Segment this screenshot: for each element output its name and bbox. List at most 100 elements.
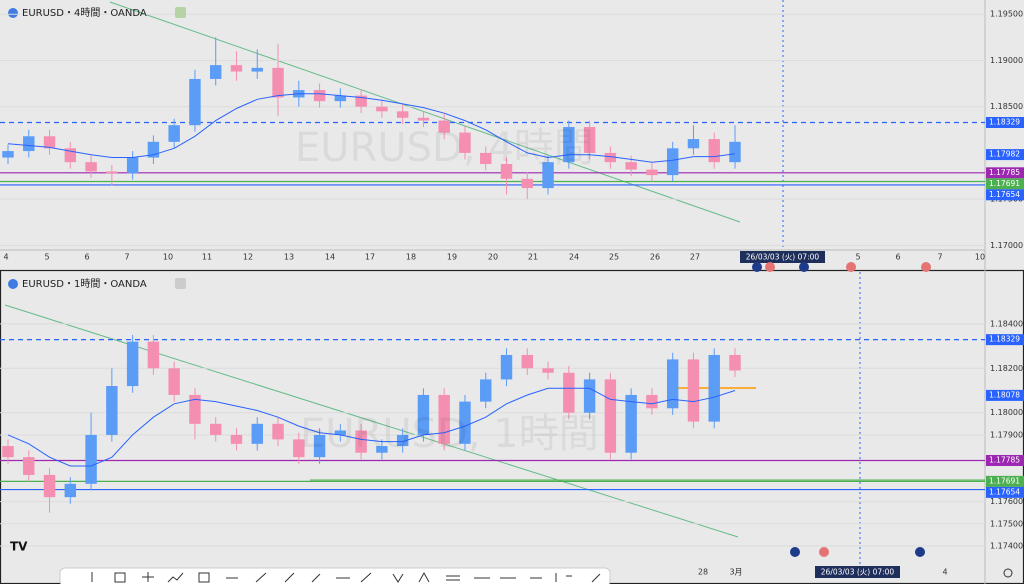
settings-icon[interactable] bbox=[1003, 568, 1013, 578]
candle-body bbox=[313, 434, 326, 458]
crosshair-time-label: 26/03/03 (火) 07:00 bbox=[821, 568, 895, 577]
candle-body bbox=[500, 164, 513, 179]
candle-body bbox=[2, 446, 14, 458]
candle-body bbox=[480, 379, 492, 402]
candle-body bbox=[230, 65, 243, 72]
price-tag-label: 1.17691 bbox=[989, 476, 1020, 485]
candle-body bbox=[604, 379, 617, 453]
candle-body bbox=[563, 127, 575, 163]
candle-body bbox=[438, 394, 450, 444]
candle-body bbox=[480, 152, 492, 165]
price-tag-label: 1.18329 bbox=[989, 335, 1020, 344]
candle-body bbox=[85, 162, 97, 172]
candle-body bbox=[23, 136, 35, 152]
watermark: EURUSD, 1時間 bbox=[300, 411, 599, 457]
x-tick-label: 4 bbox=[3, 253, 8, 262]
x-tick-label: 25 bbox=[609, 253, 619, 262]
candle-body bbox=[85, 434, 97, 484]
toolbar-icons[interactable] bbox=[91, 571, 601, 583]
candle-body bbox=[334, 95, 347, 102]
x-tick-label: 24 bbox=[569, 253, 579, 262]
candle-body bbox=[708, 354, 720, 422]
x-tick-label: 20 bbox=[488, 253, 498, 262]
status-icon[interactable] bbox=[175, 7, 186, 18]
price-tag bbox=[986, 475, 1024, 487]
candle-body bbox=[708, 139, 720, 163]
y-tick-label: 1.17600 bbox=[990, 497, 1023, 506]
candle-body bbox=[376, 446, 388, 453]
candle-body bbox=[210, 423, 222, 435]
price-tag-label: 1.18078 bbox=[989, 390, 1020, 399]
candle-body bbox=[604, 152, 617, 163]
y-tick-label: 1.19000 bbox=[990, 56, 1023, 65]
crosshair-time-box bbox=[815, 566, 900, 578]
price-tag bbox=[986, 178, 1024, 190]
price-tag-label: 1.17982 bbox=[989, 150, 1020, 159]
candle-body bbox=[168, 125, 180, 142]
candle-body bbox=[43, 136, 56, 149]
x-tick-label: 7 bbox=[937, 253, 942, 262]
symbol-icon bbox=[8, 8, 18, 18]
crosshair-time-box bbox=[740, 251, 825, 263]
candle-body bbox=[396, 434, 409, 447]
candle-body bbox=[396, 111, 409, 118]
candle-body bbox=[23, 457, 35, 475]
candle-body bbox=[563, 372, 575, 413]
y-tick-label: 1.17400 bbox=[990, 542, 1023, 551]
candle-body bbox=[646, 394, 658, 409]
candle-body bbox=[210, 65, 222, 79]
price-tag bbox=[986, 486, 1024, 498]
price-tag bbox=[986, 334, 1024, 346]
y-tick-label: 1.18200 bbox=[990, 364, 1023, 373]
candle-body bbox=[2, 151, 14, 158]
candle-body bbox=[251, 423, 263, 444]
event-icons[interactable] bbox=[752, 262, 931, 557]
pane-title: EURUSD・1時間・OANDA bbox=[22, 278, 147, 290]
candle-body bbox=[43, 474, 56, 498]
candle-body bbox=[521, 354, 533, 369]
x-tick-label: 26 bbox=[650, 253, 660, 262]
x-tick-label: 28 bbox=[698, 568, 708, 577]
y-tick-label: 1.17000 bbox=[990, 241, 1023, 250]
candle-body bbox=[438, 120, 450, 133]
candle-body bbox=[189, 394, 201, 424]
y-tick-label: 1.18000 bbox=[990, 408, 1023, 417]
price-tag bbox=[986, 389, 1024, 401]
candle-body bbox=[666, 359, 679, 409]
x-tick-label: 10 bbox=[163, 253, 173, 262]
price-tag-label: 1.17654 bbox=[989, 190, 1020, 199]
x-tick-label: 6 bbox=[84, 253, 89, 262]
candle-body bbox=[687, 359, 700, 422]
price-tag bbox=[986, 167, 1024, 179]
x-tick-label: 13 bbox=[284, 253, 294, 262]
candle-body bbox=[376, 106, 388, 112]
candle-body bbox=[625, 394, 637, 453]
y-tick-label: 1.17900 bbox=[990, 430, 1023, 439]
candle-body bbox=[168, 368, 180, 395]
candle-body bbox=[126, 157, 139, 174]
candle-body bbox=[189, 78, 201, 126]
x-tick-label: 19 bbox=[447, 253, 457, 262]
pane-title: EURUSD・4時間・OANDA bbox=[22, 7, 147, 19]
y-tick-label: 1.18500 bbox=[990, 102, 1023, 111]
y-tick-label: 1.17500 bbox=[990, 519, 1023, 528]
watermark: EURUSD, 4時間 bbox=[295, 125, 594, 171]
candle-body bbox=[542, 368, 554, 373]
x-tick-label: 21 bbox=[528, 253, 538, 262]
x-tick-label: 5 bbox=[44, 253, 49, 262]
x-tick-label: 10 bbox=[975, 253, 985, 262]
price-tag-label: 1.17691 bbox=[989, 179, 1020, 188]
x-tick-label: 7 bbox=[124, 253, 129, 262]
drawing-toolbar[interactable] bbox=[59, 567, 611, 584]
price-tag-label: 1.17785 bbox=[989, 168, 1020, 177]
candle-body bbox=[417, 394, 430, 435]
candle-body bbox=[583, 127, 596, 153]
moving-average bbox=[7, 93, 736, 163]
candle-body bbox=[729, 354, 741, 371]
price-tag bbox=[986, 454, 1024, 466]
status-icon[interactable] bbox=[175, 278, 186, 289]
y-tick-label: 1.18400 bbox=[990, 319, 1023, 328]
candle-body bbox=[355, 95, 367, 107]
